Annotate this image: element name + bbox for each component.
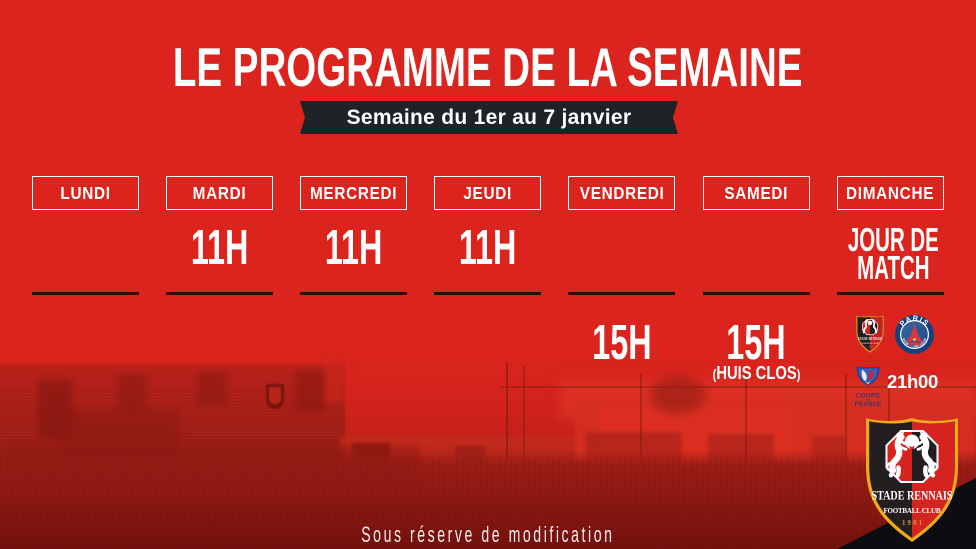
svg-text:1901: 1901 xyxy=(902,520,923,527)
svg-text:DE: DE xyxy=(866,398,870,402)
svg-text:FOOTBALL CLUB: FOOTBALL CLUB xyxy=(884,507,941,515)
svg-text:STADE RENNAIS: STADE RENNAIS xyxy=(872,488,953,503)
svg-text:COUPE: COUPE xyxy=(855,393,880,400)
svg-text:PARIS: PARIS xyxy=(898,315,932,328)
svg-text:1901: 1901 xyxy=(866,346,874,349)
svg-text:FOOTBALL CLUB: FOOTBALL CLUB xyxy=(861,342,878,345)
svg-text:STADE RENNAIS: STADE RENNAIS xyxy=(857,336,882,341)
svg-text:FRANCE: FRANCE xyxy=(855,401,882,408)
